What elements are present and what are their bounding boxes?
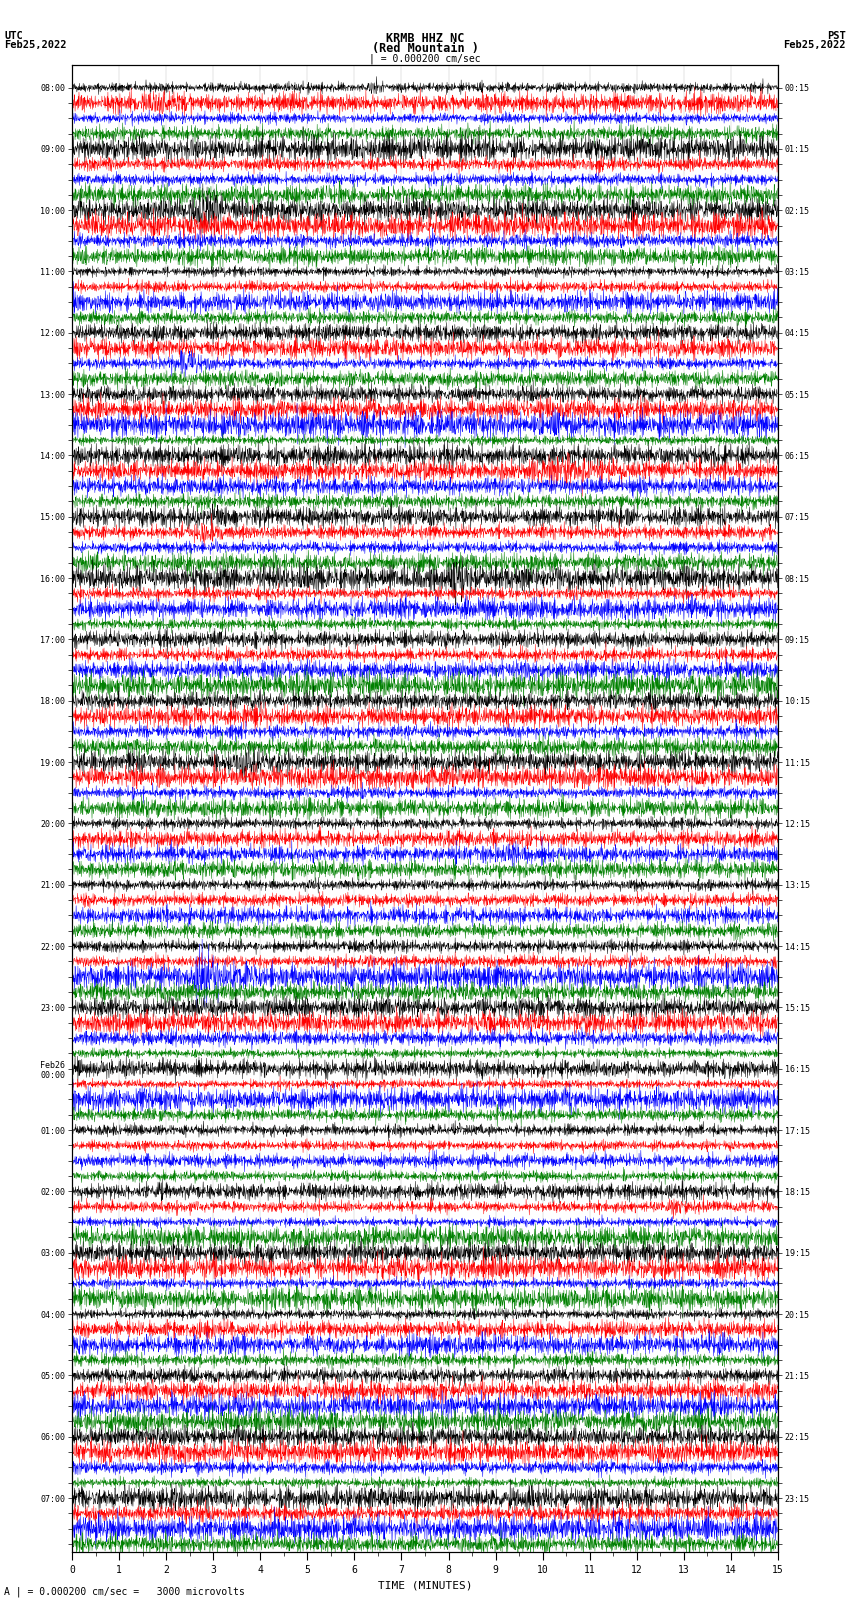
Text: | = 0.000200 cm/sec: | = 0.000200 cm/sec [369, 53, 481, 65]
Text: Feb25,2022: Feb25,2022 [4, 40, 67, 50]
Text: PST: PST [827, 31, 846, 40]
Text: A | = 0.000200 cm/sec =   3000 microvolts: A | = 0.000200 cm/sec = 3000 microvolts [4, 1586, 245, 1597]
X-axis label: TIME (MINUTES): TIME (MINUTES) [377, 1581, 473, 1590]
Text: Feb25,2022: Feb25,2022 [783, 40, 846, 50]
Text: (Red Mountain ): (Red Mountain ) [371, 42, 479, 55]
Text: KRMB HHZ NC: KRMB HHZ NC [386, 32, 464, 45]
Text: UTC: UTC [4, 31, 23, 40]
